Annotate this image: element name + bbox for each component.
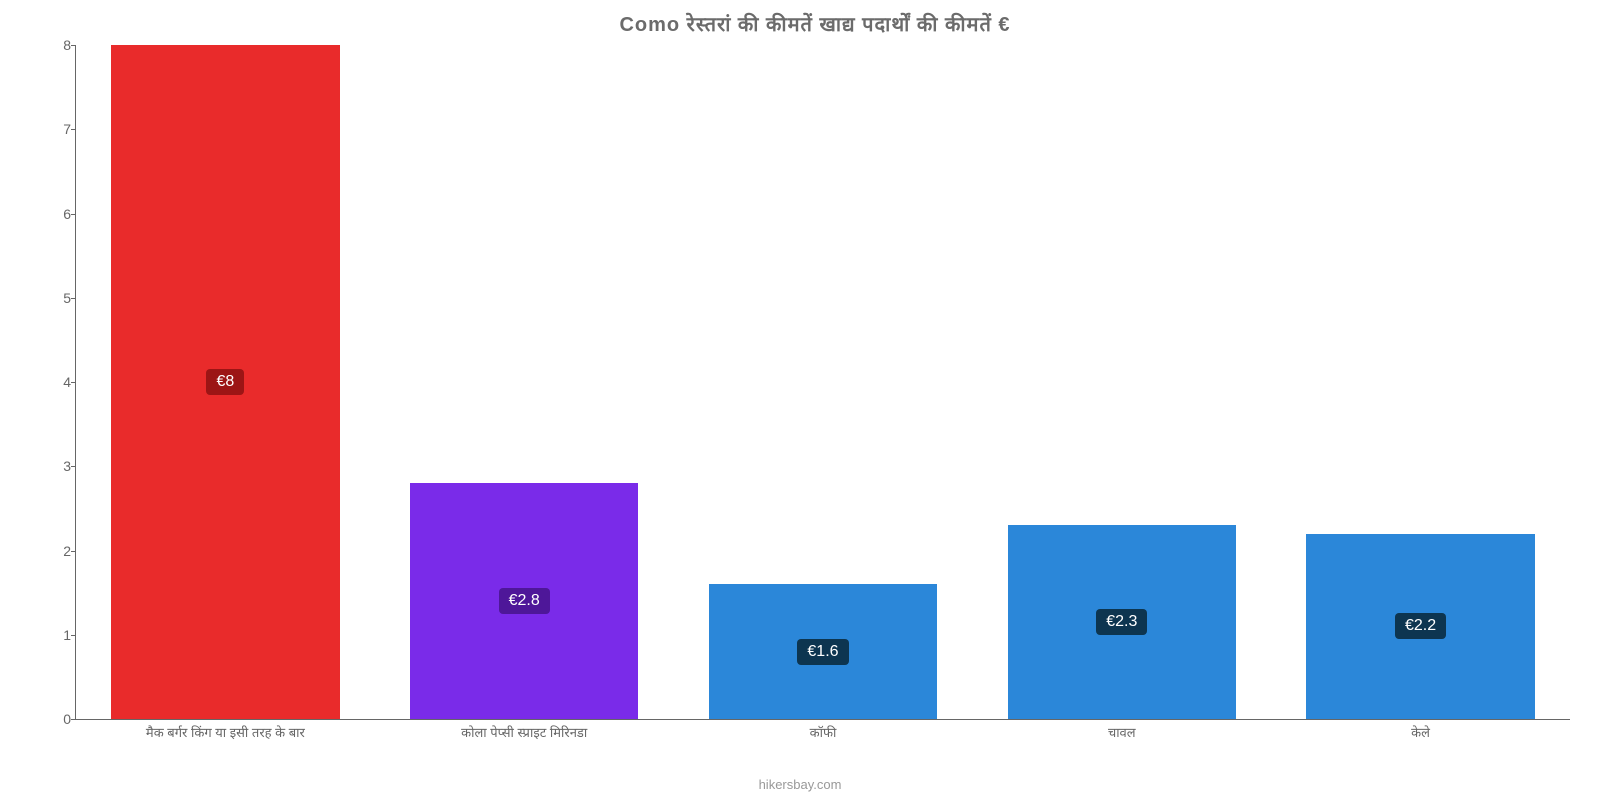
y-axis-tick: 7 xyxy=(51,121,71,137)
bar: €2.3 xyxy=(1008,525,1237,719)
y-axis-tick: 8 xyxy=(51,37,71,53)
x-axis-label: चावल xyxy=(1108,723,1136,741)
chart-title: Como रेस्तरां की कीमतें खाद्य पदार्थों क… xyxy=(50,10,1580,37)
attribution-text: hikersbay.com xyxy=(759,777,842,792)
bar-group: €2.2केले xyxy=(1286,45,1555,719)
y-axis-tick: 3 xyxy=(51,458,71,474)
y-axis-tick: 1 xyxy=(51,627,71,643)
bar-group: €2.3चावल xyxy=(987,45,1256,719)
x-axis-label: कोला पेप्सी स्प्राइट मिरिनडा xyxy=(461,723,587,741)
bar-value-label: €2.3 xyxy=(1096,609,1147,635)
y-axis-tick: 0 xyxy=(51,711,71,727)
y-axis-tick: 6 xyxy=(51,206,71,222)
y-axis-tick: 5 xyxy=(51,290,71,306)
x-axis-label: केले xyxy=(1411,723,1430,741)
y-axis-tick: 2 xyxy=(51,543,71,559)
bar-value-label: €1.6 xyxy=(797,639,848,665)
bar-group: €8मैक बर्गर किंग या इसी तरह के बार xyxy=(91,45,360,719)
bar-value-label: €8 xyxy=(206,369,244,395)
bar: €2.2 xyxy=(1306,534,1535,719)
bar-group: €1.6कॉफी xyxy=(689,45,958,719)
plot-area: 012345678 €8मैक बर्गर किंग या इसी तरह के… xyxy=(75,45,1570,720)
bar-value-label: €2.2 xyxy=(1395,613,1446,639)
bar: €8 xyxy=(111,45,340,719)
bar: €2.8 xyxy=(410,483,639,719)
bars-area: €8मैक बर्गर किंग या इसी तरह के बार€2.8को… xyxy=(76,45,1570,719)
bar-group: €2.8कोला पेप्सी स्प्राइट मिरिनडा xyxy=(390,45,659,719)
bar: €1.6 xyxy=(709,584,938,719)
chart-container: Como रेस्तरां की कीमतें खाद्य पदार्थों क… xyxy=(50,10,1580,750)
x-axis-label: मैक बर्गर किंग या इसी तरह के बार xyxy=(146,723,305,741)
bar-value-label: €2.8 xyxy=(499,588,550,614)
y-axis-tick: 4 xyxy=(51,374,71,390)
x-axis-label: कॉफी xyxy=(810,723,837,741)
y-axis-tick-mark xyxy=(71,719,76,720)
